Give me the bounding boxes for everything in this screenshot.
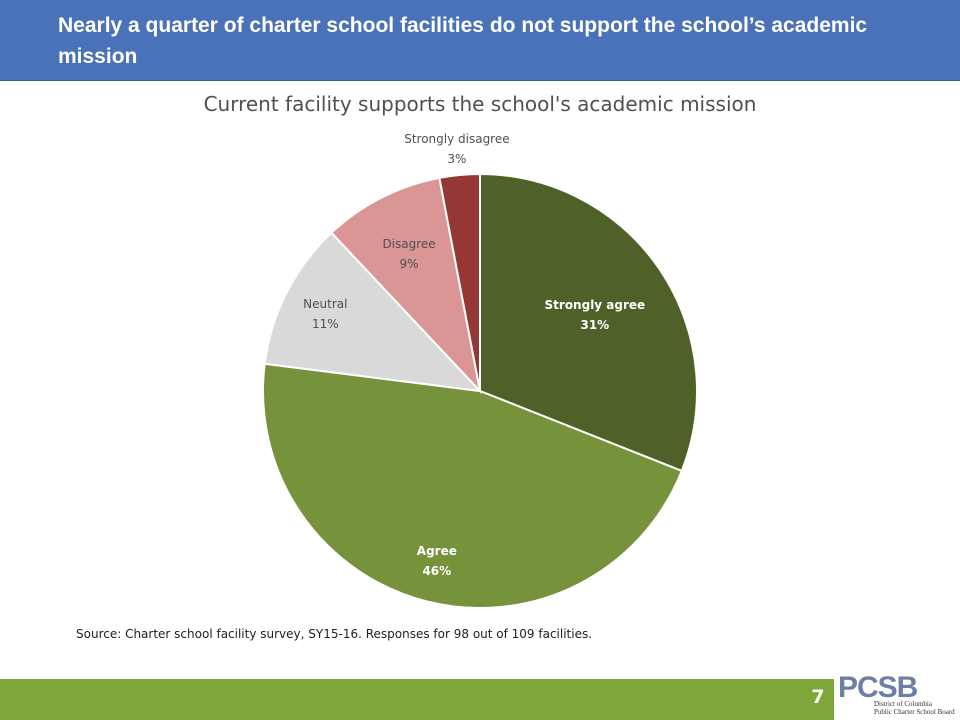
footer-bar bbox=[0, 679, 960, 720]
source-note: Source: Charter school facility survey, … bbox=[76, 627, 593, 641]
page-number: 7 bbox=[811, 686, 825, 708]
logo-line-2: Public Charter School Board bbox=[874, 708, 955, 716]
logo-subtitle: District of Columbia Public Charter Scho… bbox=[874, 700, 960, 716]
logo-line-1: District of Columbia bbox=[874, 700, 932, 708]
chart-title: Current facility supports the school's a… bbox=[203, 92, 757, 116]
data-label-strongly-disagree: Strongly disagree 3% bbox=[404, 132, 509, 166]
pie-slice-disagree bbox=[330, 176, 482, 395]
pie-slice-agree bbox=[262, 362, 684, 609]
pie-slice-neutral bbox=[263, 231, 483, 393]
logo-letters: PCSB bbox=[838, 671, 918, 704]
title-bar: Nearly a quarter of charter school facil… bbox=[0, 0, 960, 81]
data-label-agree: Agree 46% bbox=[417, 544, 457, 578]
slide-title: Nearly a quarter of charter school facil… bbox=[58, 14, 868, 68]
data-label-disagree: Disagree 9% bbox=[382, 237, 435, 271]
data-label-neutral: Neutral 11% bbox=[303, 297, 347, 331]
pie-slice-strongly-agree bbox=[479, 172, 698, 473]
data-label-strongly-agree: Strongly agree 31% bbox=[545, 298, 646, 332]
pcsb-logo: PCSB District of Columbia Public Charter… bbox=[834, 672, 960, 720]
pie-slice-strongly-disagree bbox=[438, 172, 481, 392]
